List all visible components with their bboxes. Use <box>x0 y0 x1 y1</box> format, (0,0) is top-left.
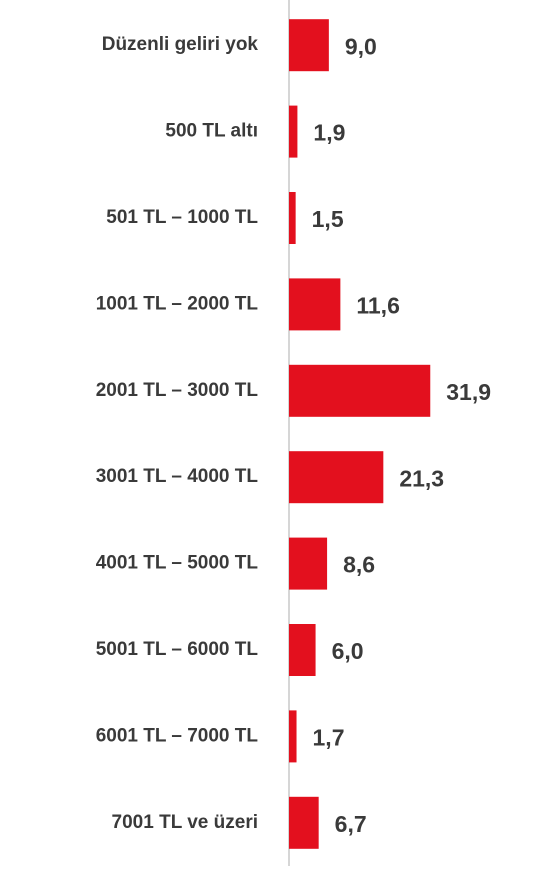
category-label: 6001 TL – 7000 TL <box>96 725 259 746</box>
bar <box>289 451 384 504</box>
value-label: 21,3 <box>399 465 444 491</box>
value-label: 1,7 <box>313 724 345 750</box>
value-label: 31,9 <box>446 379 491 405</box>
value-label: 11,6 <box>356 292 400 318</box>
value-label: 6,7 <box>335 811 367 837</box>
category-label: 1001 TL – 2000 TL <box>96 293 259 314</box>
category-label: 7001 TL ve üzeri <box>112 812 258 833</box>
bar <box>289 624 316 676</box>
bar <box>289 796 319 849</box>
value-label: 8,6 <box>343 552 375 578</box>
value-label: 9,0 <box>345 33 377 59</box>
category-label: 5001 TL – 6000 TL <box>96 639 259 660</box>
bar <box>289 19 329 72</box>
bar <box>289 710 297 763</box>
category-label: 501 TL – 1000 TL <box>106 207 258 228</box>
category-label: 2001 TL – 3000 TL <box>96 380 259 401</box>
bar <box>289 105 298 158</box>
category-label: Düzenli geliri yok <box>102 34 259 55</box>
value-label: 6,0 <box>332 638 364 664</box>
value-label: 1,9 <box>313 120 345 146</box>
bar <box>289 537 328 590</box>
category-label: 500 TL altı <box>165 121 258 142</box>
value-label: 1,5 <box>312 206 344 232</box>
bar <box>289 192 296 244</box>
bar <box>289 364 431 417</box>
category-label: 4001 TL – 5000 TL <box>96 553 259 574</box>
category-label: 3001 TL – 4000 TL <box>96 466 259 487</box>
bar <box>289 278 341 331</box>
